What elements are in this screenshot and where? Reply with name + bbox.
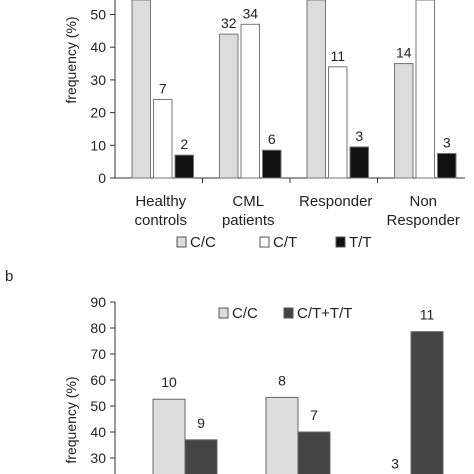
panel-a-bar-cc <box>131 0 151 179</box>
panel-a-bar-cc <box>219 33 239 179</box>
panel-b-legend-swatch <box>218 307 229 319</box>
panel-a-bar-label: 11 <box>330 48 345 64</box>
panel-b-bar-cc <box>265 396 299 474</box>
panel-b-bar-ct-tt <box>410 331 444 474</box>
panel-b-bar-label: 10 <box>161 374 177 390</box>
panel-b-label: b <box>5 268 13 285</box>
panel-a-bar-tt <box>174 154 194 179</box>
panel-a-y-axis-label: frequency (%) <box>63 16 79 103</box>
panel-b-legend-label: C/T+T/T <box>297 305 352 322</box>
panel-b-y-tick-label: 50 <box>90 398 106 414</box>
panel-a-category-label: patients <box>222 212 275 229</box>
panel-a-bar-label: 3 <box>443 134 451 150</box>
panel-b-chart: frequency (%) 30 40 50 60 70 80 90 10 9 8 7 3 11 C/… <box>63 294 444 474</box>
panel-a-legend-swatch <box>335 236 346 248</box>
panel-a-bar-tt <box>349 146 369 179</box>
panel-b-y-tick-label: 30 <box>90 450 106 466</box>
panel-a-bar-ct <box>240 23 260 179</box>
panel-a-bar-label: 34 <box>242 5 258 21</box>
panel-a-bar-ct <box>153 99 173 179</box>
panel-a-category-label: CML <box>232 193 264 210</box>
panel-a-bar-tt <box>262 149 282 179</box>
panel-b-y-tick-label: 90 <box>90 294 106 310</box>
panel-b-bar-label: 3 <box>391 455 399 471</box>
panel-b-y-tick-label: 70 <box>90 346 106 362</box>
panel-b-y-tick-label: 40 <box>90 424 106 440</box>
panel-b-bar-label: 8 <box>278 372 286 388</box>
panel-b-bar-cc <box>152 398 186 474</box>
panel-b-bar-label: 11 <box>420 307 435 323</box>
panel-b-y-tick-label: 60 <box>90 372 106 388</box>
panel-a-legend-swatch <box>176 236 187 248</box>
panel-a-category-label: Responder <box>387 212 460 229</box>
panel-b-bar-ct-tt <box>184 439 218 474</box>
panel-b-bar-ct-tt <box>297 431 331 474</box>
panel-b-y-tick-label: 80 <box>90 320 106 336</box>
panel-a-bar-ct <box>328 66 348 179</box>
panel-a-y-tick-label: 30 <box>90 72 106 88</box>
panel-a-legend-label: C/C <box>190 234 216 251</box>
panel-a-bar-label: 6 <box>268 131 276 147</box>
panel-a-y-tick-label: 0 <box>98 170 106 186</box>
panel-a-bar-label: 2 <box>180 136 188 152</box>
panel-b-y-axis-label: frequency (%) <box>63 376 79 463</box>
panel-a-bar-tt <box>437 152 457 179</box>
panel-a-category-label: Responder <box>299 193 372 210</box>
panel-a-y-tick-label: 10 <box>90 137 106 153</box>
panel-a-bar-cc <box>394 63 414 179</box>
panel-b-legend-swatch <box>283 307 294 319</box>
panel-a-legend-swatch <box>259 236 270 248</box>
panel-a-legend-label: T/T <box>349 234 372 251</box>
panel-a-bar-label: 14 <box>396 45 412 61</box>
panel-a-bar-label: 3 <box>355 128 363 144</box>
panel-a-category-label: Non <box>409 193 437 210</box>
panel-a-y-tick-label: 50 <box>90 7 106 23</box>
panel-b-bar-label: 9 <box>197 415 205 431</box>
panel-a-category-label: Healthy <box>135 193 186 210</box>
panel-b-legend-label: C/C <box>232 305 258 322</box>
panel-a-y-tick-label: 40 <box>90 39 106 55</box>
panel-a-y-tick-label: 20 <box>90 105 106 121</box>
panel-a-bar-ct <box>415 0 435 179</box>
panel-a-bar-cc <box>306 0 326 179</box>
panel-a-bar-label: 32 <box>221 15 237 31</box>
panel-a-category-label: controls <box>134 212 187 229</box>
panel-b-bar-label: 7 <box>310 407 318 423</box>
panel-a-legend-label: C/T <box>273 234 297 251</box>
panel-a-bar-label: 7 <box>159 81 167 97</box>
